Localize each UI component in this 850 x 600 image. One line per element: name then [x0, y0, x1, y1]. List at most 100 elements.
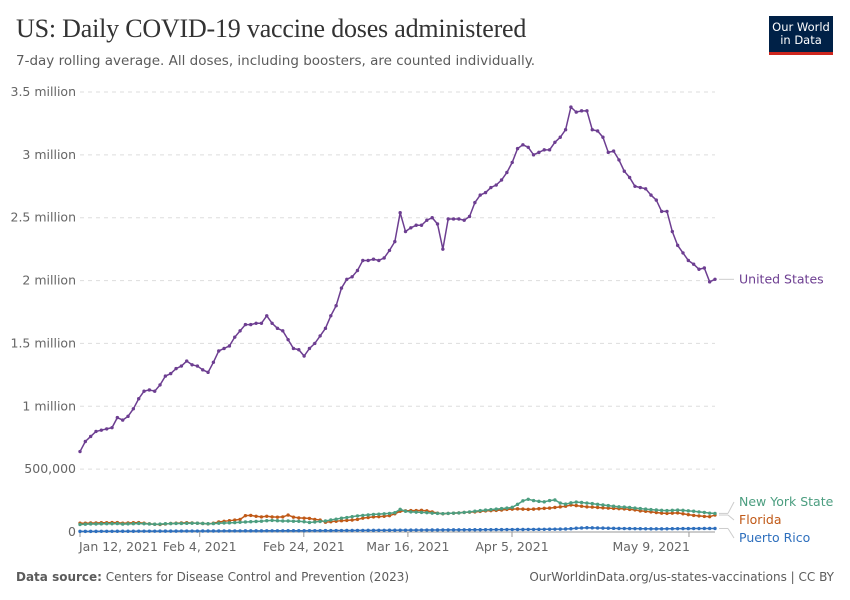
- data-point: [430, 216, 434, 220]
- data-point: [355, 517, 360, 522]
- data-point: [633, 506, 637, 510]
- data-point: [201, 529, 205, 533]
- data-point: [649, 527, 653, 531]
- data-point: [521, 527, 525, 532]
- data-point: [83, 439, 88, 444]
- data-point: [350, 528, 354, 533]
- data-point: [377, 528, 381, 532]
- data-point: [286, 529, 290, 533]
- data-point: [254, 529, 258, 533]
- data-point: [654, 508, 658, 512]
- data-point: [622, 505, 626, 509]
- series-new-york-state[interactable]: [78, 497, 717, 527]
- data-point: [441, 511, 445, 516]
- data-point: [334, 528, 338, 533]
- data-point: [435, 222, 440, 226]
- series-united-states[interactable]: [78, 105, 717, 454]
- data-point: [120, 522, 125, 526]
- data-point: [217, 529, 221, 533]
- data-point: [515, 502, 520, 507]
- data-point: [665, 508, 669, 513]
- data-point: [275, 529, 280, 533]
- data-point: [574, 500, 578, 504]
- data-point: [489, 507, 493, 512]
- data-point: [542, 500, 546, 504]
- data-point: [179, 529, 184, 533]
- data-point: [403, 509, 408, 513]
- data-point: [254, 519, 258, 524]
- series-label[interactable]: Puerto Rico: [739, 530, 810, 545]
- data-point: [275, 515, 280, 519]
- data-point: [505, 527, 509, 532]
- data-point: [473, 509, 477, 513]
- x-tick-label: Apr 5, 2021: [475, 539, 548, 554]
- data-point: [195, 521, 200, 525]
- data-point: [270, 529, 274, 533]
- data-point: [355, 528, 360, 533]
- data-point: [361, 513, 365, 518]
- data-point: [531, 527, 536, 532]
- series-lines: [78, 105, 717, 534]
- data-point: [339, 518, 344, 523]
- data-point: [185, 521, 189, 526]
- owid-logo[interactable]: Our World in Data: [769, 16, 833, 55]
- data-point: [654, 510, 658, 515]
- data-point: [291, 346, 296, 351]
- data-point: [654, 527, 658, 531]
- data-point: [371, 512, 376, 517]
- data-point: [355, 268, 360, 273]
- data-point: [409, 528, 413, 532]
- data-point: [707, 280, 712, 284]
- data-point: [371, 515, 376, 519]
- data-point: [595, 129, 600, 133]
- series-label[interactable]: New York State: [739, 494, 834, 509]
- data-point: [217, 521, 221, 525]
- data-point: [313, 528, 317, 533]
- data-point: [281, 329, 285, 333]
- data-point: [702, 510, 707, 515]
- data-point: [366, 513, 370, 517]
- data-source-text: Centers for Disease Control and Preventi…: [105, 570, 410, 584]
- data-point: [297, 529, 301, 533]
- data-point: [371, 528, 376, 533]
- x-axis: Jan 12, 2021 Feb 4, 2021 Feb 24, 2021 Mar 1…: [78, 532, 690, 554]
- data-point: [467, 510, 472, 514]
- x-tick-label: Feb 24, 2021: [263, 539, 345, 554]
- data-point: [104, 529, 109, 534]
- data-point: [142, 529, 146, 533]
- data-point: [158, 383, 162, 387]
- data-point: [494, 507, 498, 511]
- data-point: [393, 528, 397, 532]
- x-tick-label: Feb 4, 2021: [163, 539, 237, 554]
- data-point: [547, 506, 552, 510]
- data-point: [115, 415, 120, 420]
- data-point: [569, 105, 573, 109]
- data-point: [174, 529, 178, 533]
- y-tick-label: 0: [68, 524, 76, 539]
- series-label[interactable]: Florida: [739, 512, 782, 527]
- x-tick-label: Jan 12, 2021: [78, 539, 158, 554]
- source-link[interactable]: OurWorldinData.org/us-states-vaccination…: [529, 570, 834, 584]
- data-point: [553, 140, 557, 144]
- data-point: [681, 251, 685, 255]
- data-point: [265, 518, 269, 523]
- data-point: [707, 511, 712, 515]
- series-puerto-rico[interactable]: [78, 526, 717, 534]
- data-point: [510, 160, 514, 165]
- data-point: [670, 508, 675, 513]
- data-point: [446, 217, 450, 221]
- y-tick-label: 500,000: [24, 461, 76, 476]
- data-point: [441, 247, 445, 251]
- data-point: [377, 512, 381, 516]
- data-point: [153, 389, 157, 393]
- data-point: [702, 266, 707, 270]
- data-point: [617, 526, 621, 531]
- data-point: [83, 529, 88, 534]
- data-point: [467, 214, 472, 219]
- data-point: [425, 218, 429, 222]
- data-point: [457, 528, 461, 532]
- data-point: [419, 510, 424, 515]
- data-point: [318, 519, 322, 524]
- data-point: [334, 304, 338, 308]
- series-label[interactable]: United States: [739, 271, 824, 286]
